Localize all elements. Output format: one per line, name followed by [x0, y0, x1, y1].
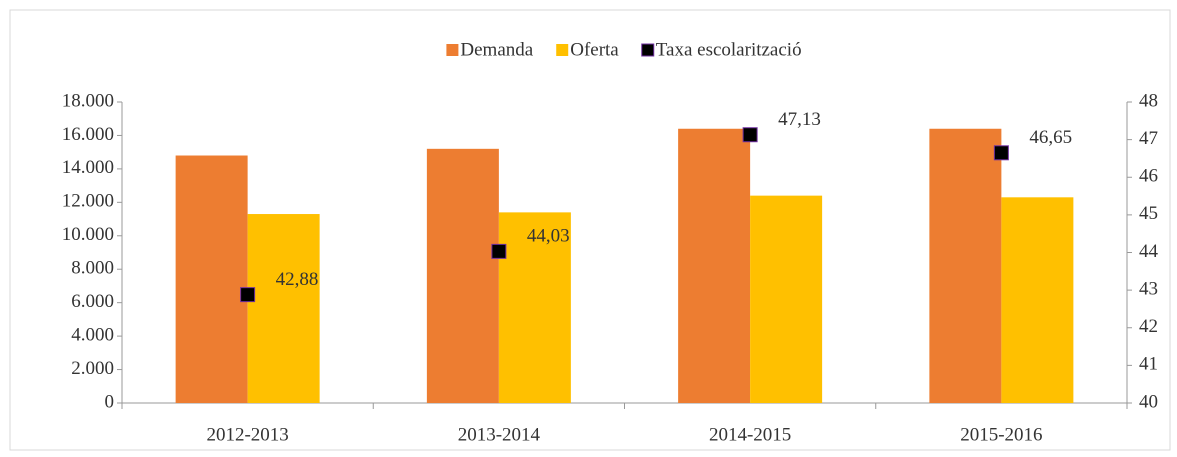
y2-tick-label: 44 — [1139, 241, 1159, 262]
bar — [750, 195, 823, 403]
bar — [426, 148, 499, 403]
x-tick-label: 2015-2016 — [960, 424, 1042, 445]
y2-tick-label: 46 — [1139, 166, 1158, 187]
y2-tick-label: 40 — [1139, 391, 1158, 412]
marker — [240, 287, 256, 303]
y-tick-label: 2.000 — [71, 358, 114, 379]
y2-tick-label: 48 — [1139, 90, 1158, 111]
bar — [247, 214, 320, 403]
y-tick-label: 4.000 — [71, 324, 114, 345]
x-tick-label: 2013-2014 — [458, 424, 541, 445]
y-tick-label: 14.000 — [62, 157, 114, 178]
data-label: 42,88 — [276, 269, 319, 290]
marker — [491, 243, 507, 259]
y-tick-label: 16.000 — [62, 124, 114, 145]
legend-swatch — [556, 44, 569, 56]
y-tick-label: 10.000 — [62, 224, 114, 245]
data-label: 44,03 — [527, 226, 570, 247]
y-tick-label: 6.000 — [71, 291, 114, 312]
bar — [678, 128, 751, 403]
bar — [498, 212, 571, 403]
x-tick-label: 2012-2013 — [206, 424, 288, 445]
legend-swatch — [641, 43, 655, 57]
y2-tick-label: 43 — [1139, 278, 1158, 299]
y-tick-label: 12.000 — [62, 191, 114, 212]
y2-tick-label: 41 — [1139, 354, 1158, 375]
legend-swatch — [446, 44, 459, 56]
y-tick-label: 0 — [105, 391, 115, 412]
bar — [929, 128, 1002, 403]
legend-label: Taxa escolarització — [656, 39, 802, 60]
legend-label: Demanda — [460, 39, 533, 60]
y-tick-label: 18.000 — [62, 90, 114, 111]
legend-label: Oferta — [570, 39, 619, 60]
bar — [175, 155, 248, 403]
data-label: 47,13 — [778, 109, 821, 130]
marker — [993, 145, 1009, 161]
y2-tick-label: 42 — [1139, 316, 1158, 337]
bar — [1001, 197, 1074, 403]
marker — [742, 127, 758, 143]
y2-tick-label: 45 — [1139, 203, 1158, 224]
x-tick-label: 2014-2015 — [709, 424, 791, 445]
y-tick-label: 8.000 — [71, 258, 114, 279]
data-label: 46,65 — [1029, 127, 1072, 148]
y2-tick-label: 47 — [1139, 128, 1158, 149]
